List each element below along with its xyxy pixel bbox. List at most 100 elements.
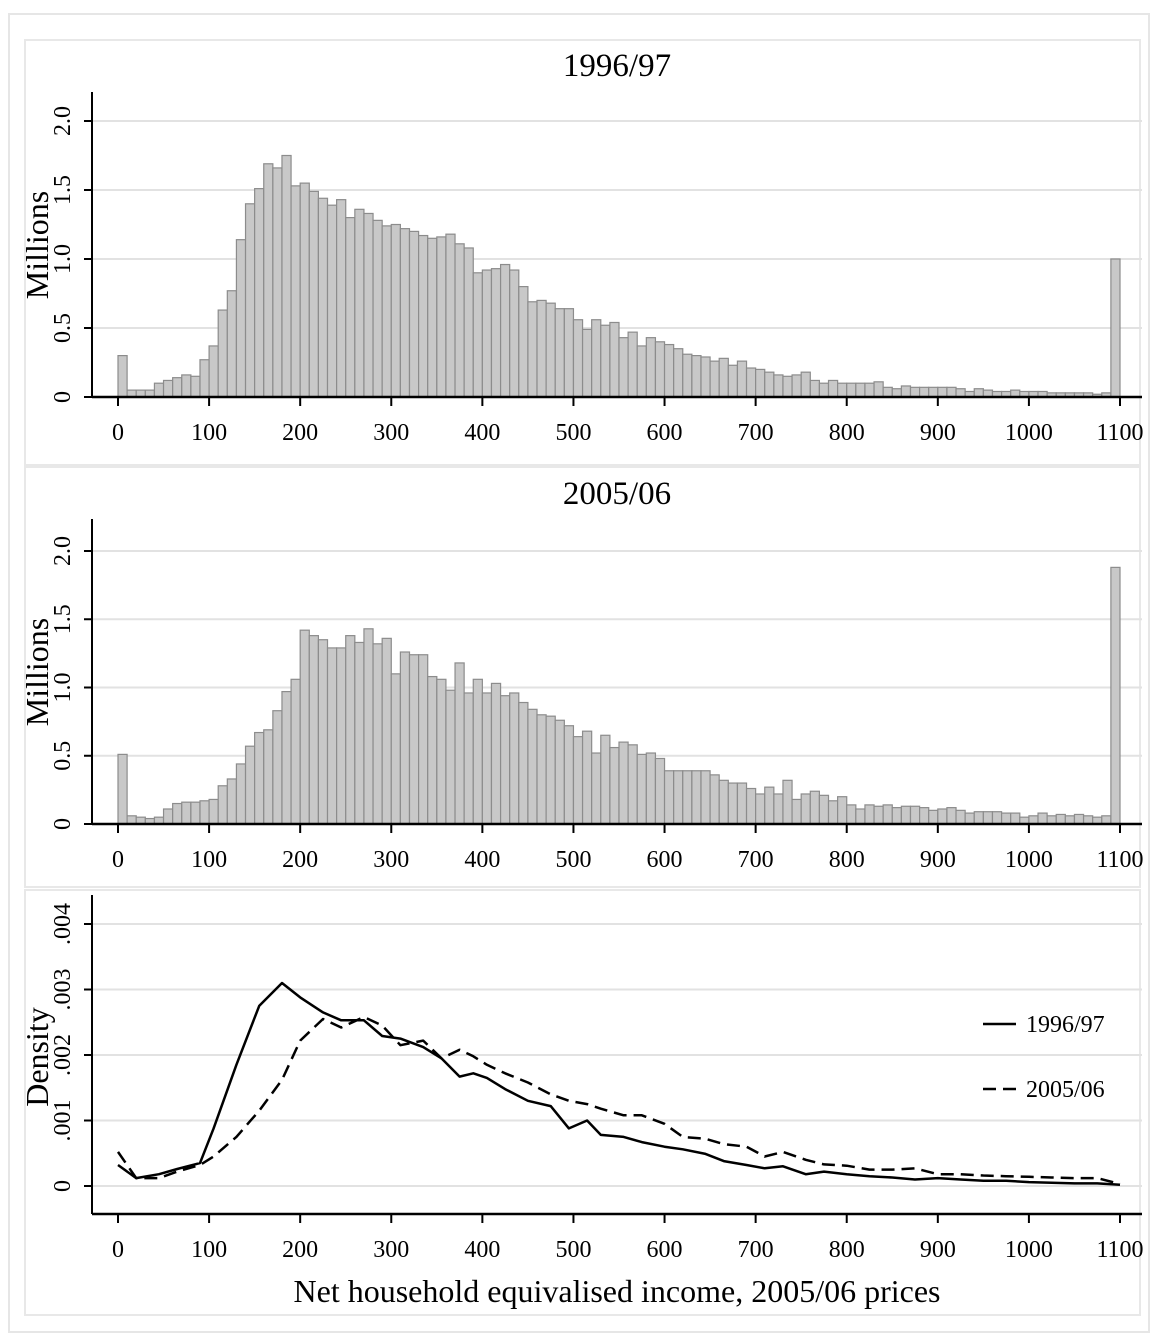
histogram-bar — [454, 243, 465, 398]
histogram-bar — [900, 805, 912, 825]
y-axis-label: Millions — [19, 618, 55, 726]
y-tick-label: 0 — [50, 818, 76, 830]
histogram-bar — [345, 217, 356, 398]
x-tick-label: 0 — [112, 420, 124, 446]
legend-label: 2005/06 — [1026, 1077, 1105, 1103]
histogram-bar — [518, 701, 529, 825]
histogram-bar — [764, 786, 775, 825]
histogram-bar — [800, 371, 811, 398]
histogram-bar — [864, 804, 875, 825]
histogram-bar — [900, 385, 912, 398]
histogram-bar — [846, 382, 857, 398]
histogram-bar — [363, 628, 374, 825]
histogram-bar — [618, 337, 629, 398]
histogram-bar — [463, 247, 474, 398]
histogram-bar — [399, 228, 411, 398]
histogram-bar — [946, 386, 957, 398]
y-tick-label: 1.5 — [50, 175, 76, 205]
histogram-bar — [235, 239, 247, 398]
histogram-bar — [317, 639, 329, 825]
x-tick-label: 300 — [373, 1237, 409, 1263]
histogram-bar — [208, 798, 219, 825]
histogram-bar — [609, 321, 620, 398]
x-tick-label: 1000 — [1005, 847, 1053, 873]
histogram-bar — [254, 731, 265, 825]
histogram-bar — [782, 375, 793, 398]
histogram-bar — [545, 302, 556, 398]
histogram-bar — [645, 337, 657, 398]
histogram-bar — [572, 319, 584, 398]
histogram-bar — [1010, 812, 1021, 825]
y-tick-label: .003 — [50, 969, 76, 1011]
histogram-bar — [727, 364, 739, 398]
histogram-bar — [563, 308, 575, 398]
histogram-bar — [554, 719, 565, 825]
histogram-bar — [454, 662, 465, 825]
x-tick-label: 700 — [738, 420, 774, 446]
y-tick-label: .002 — [50, 1034, 76, 1076]
y-tick-label: 1.5 — [50, 604, 76, 634]
histogram-bar — [654, 757, 666, 825]
histogram-bar — [563, 725, 575, 825]
x-tick-label: 1100 — [1096, 1237, 1143, 1263]
histogram-bar — [928, 386, 939, 398]
x-tick-label: 100 — [191, 847, 227, 873]
histogram-bar — [700, 770, 711, 825]
histogram-bar — [654, 341, 666, 398]
histogram-bar — [727, 782, 739, 825]
histogram-bar — [272, 167, 283, 398]
histogram-bar — [172, 377, 183, 398]
histogram-bar — [418, 654, 429, 825]
x-tick-label: 800 — [829, 420, 865, 446]
y-tick-label: 2.0 — [50, 536, 76, 566]
histogram-bar — [827, 379, 839, 398]
histogram-bar — [800, 793, 811, 825]
histogram-bar — [855, 808, 866, 825]
histogram-bar — [855, 382, 866, 398]
histogram-bar — [718, 779, 729, 825]
y-axis-label: Millions — [19, 191, 55, 299]
x-tick-label: 600 — [647, 847, 683, 873]
histogram-bar — [427, 237, 438, 398]
histogram-bar — [445, 689, 456, 825]
histogram-bar — [554, 308, 565, 398]
histogram-bar — [882, 386, 893, 398]
histogram-bar — [837, 382, 848, 398]
histogram-2005-06: 2005/06 0 0.5 1.0 1.5 2.0 0 100 200 300 400 500 600… — [19, 466, 1144, 888]
histogram-bar — [773, 793, 784, 825]
histogram-bar — [290, 678, 301, 825]
x-tick-label: 300 — [373, 847, 409, 873]
y-tick-label: .004 — [50, 903, 76, 945]
histogram-bar — [673, 348, 684, 398]
density-comparison: 0 .001 .002 .003 .004 0 100 200 300 400 500 600 700 8… — [19, 889, 1144, 1316]
histogram-bar — [472, 272, 483, 398]
histogram-bar — [299, 182, 310, 398]
y-tick-label: 0.5 — [50, 741, 76, 771]
histogram-bar — [408, 654, 420, 825]
histogram-bar — [591, 752, 602, 825]
histogram-bar — [636, 753, 647, 825]
histogram-bar — [390, 223, 401, 398]
histogram-bar — [827, 800, 839, 825]
histogram-bar — [172, 802, 183, 825]
histogram-bar — [663, 343, 675, 398]
histogram-bar — [208, 345, 219, 398]
histogram-bar — [336, 199, 347, 398]
histogram-bar — [918, 807, 930, 825]
histogram-bar — [244, 745, 256, 825]
histogram-bar — [946, 807, 957, 825]
histogram-bar — [928, 809, 939, 825]
y-tick-label: 1.0 — [50, 673, 76, 703]
histogram-bar — [499, 695, 511, 825]
histogram-bar — [682, 353, 693, 398]
histogram-bar — [1073, 813, 1085, 825]
histogram-bar — [627, 331, 638, 398]
x-axis-label: Net household equivalised income, 2005/0… — [294, 1273, 941, 1309]
histogram-bar — [399, 651, 411, 825]
histogram-bar — [745, 787, 757, 825]
density-line-dashed — [116, 1015, 1121, 1186]
histogram-bar — [1037, 812, 1048, 825]
histogram-bar — [281, 154, 292, 398]
histogram-bar — [509, 692, 520, 825]
